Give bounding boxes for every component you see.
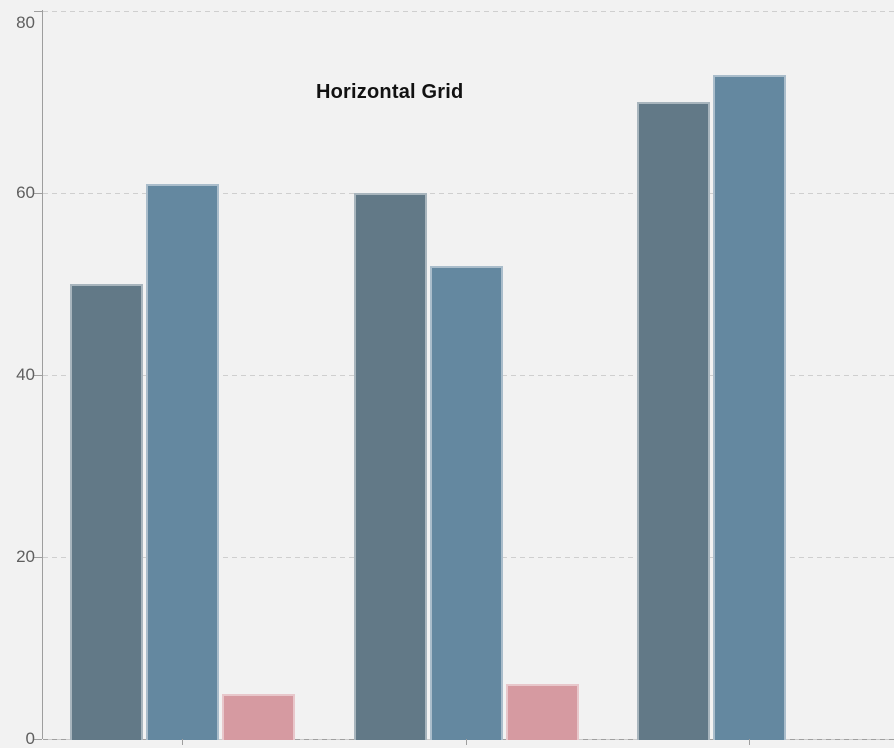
bar-series_1-group-3: [637, 102, 710, 740]
bar-series_2-group-1: [146, 184, 219, 740]
y-axis-tick: [34, 739, 42, 740]
x-axis-tick: [182, 739, 183, 745]
bar-series_1-group-2: [354, 193, 427, 740]
y-axis-tick: [34, 557, 42, 558]
x-axis-tick: [749, 739, 750, 745]
chart-title: Horizontal Grid: [316, 81, 464, 103]
gridline: [43, 193, 894, 194]
y-axis-line: [42, 10, 43, 739]
y-axis-tick-label: 0: [25, 729, 35, 748]
bar-series_2-group-3: [713, 75, 786, 740]
y-axis-tick-label: 80: [16, 13, 35, 32]
bar-series_1-group-1: [70, 284, 143, 740]
gridline: [43, 11, 894, 12]
y-axis-tick-label: 40: [16, 365, 35, 384]
y-axis-tick: [34, 375, 42, 376]
bar-series_2-group-2: [430, 266, 503, 740]
bar-series_3-group-1: [222, 694, 295, 740]
y-axis-tick: [34, 193, 42, 194]
x-axis-tick: [466, 739, 467, 745]
y-axis-tick-label: 20: [16, 547, 35, 566]
y-axis-tick-label: 60: [16, 183, 35, 202]
y-axis-tick: [34, 11, 42, 12]
bar-series_3-group-2: [506, 684, 579, 740]
